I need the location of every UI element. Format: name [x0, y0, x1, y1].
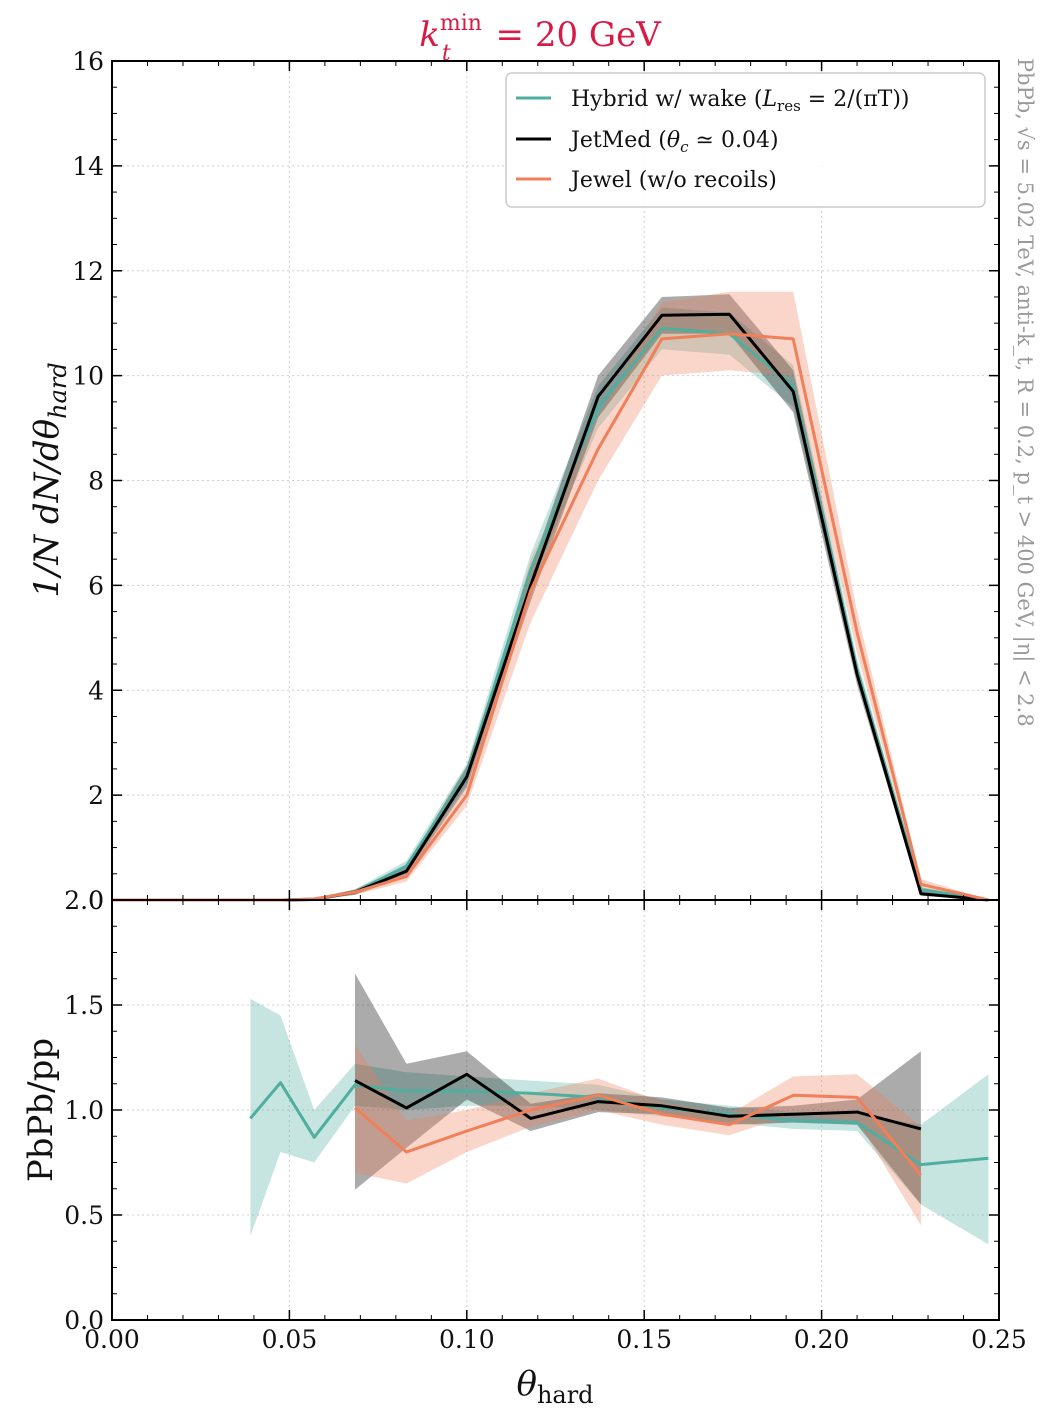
x-axis-label: θhard [516, 1364, 593, 1409]
main-ytick-label: 16 [72, 47, 104, 76]
legend-label-jewel: Jewel (w/o recoils) [569, 168, 777, 193]
tick-labels: 0 2 4 6 8 10 12 14 16 0.0 0.5 1.0 1.5 2.0 0.00 0.05 0.10… [64, 47, 1027, 1354]
xtick-label: 0.00 [84, 1325, 140, 1354]
ratio-line-0 [249, 1081, 989, 1167]
xtick-label: 0.25 [971, 1325, 1027, 1354]
main-ytick-label: 4 [88, 676, 104, 705]
legend-label-jetmed: JetMed (θc ≃ 0.04) [569, 128, 779, 156]
ratio-ytick-label: 0.5 [64, 1201, 104, 1230]
xtick-label: 0.05 [262, 1325, 318, 1354]
ratio-panel-frame [111, 899, 1000, 1321]
legend-label-hybrid: Hybrid w/ wake (Lres = 2/(πT)) [571, 87, 910, 115]
ratio-band-1 [355, 973, 921, 1205]
main-ytick-label: 14 [72, 152, 104, 181]
ratio-line-2 [354, 1093, 923, 1177]
main-ytick-label: 8 [88, 467, 104, 496]
main-ytick-label: 0 [88, 886, 104, 915]
legend: Hybrid w/ wake (Lres = 2/(πT)) JetMed (θ… [505, 72, 986, 208]
xtick-label: 0.15 [616, 1325, 672, 1354]
ratio-ytick-label: 1.5 [64, 991, 104, 1020]
main-ytick-label: 10 [72, 362, 104, 391]
ratio-ytick-label: 2.0 [64, 886, 104, 915]
legend-box [505, 72, 986, 208]
ratio-band-2 [355, 1044, 921, 1226]
main-ytick-label: 12 [72, 257, 104, 286]
chart-title: kmin t = 20 GeV [419, 11, 662, 66]
xtick-label: 0.10 [439, 1325, 495, 1354]
xtick-label: 0.20 [794, 1325, 850, 1354]
side-annotation: PbPb, √s = 5.02 TeV, anti-k_t, R = 0.2, … [1012, 58, 1037, 727]
ratio-ytick-label: 1.0 [64, 1096, 104, 1125]
ratio-ylabel: PbPb/pp [21, 1038, 61, 1182]
main-ytick-label: 2 [88, 781, 104, 810]
ratio-lines [249, 1072, 989, 1177]
main-ylabel: 1/N dN/dθhard [27, 362, 72, 597]
main-ytick-label: 6 [88, 571, 104, 600]
ratio-ytick-label: 0.0 [64, 1306, 104, 1335]
